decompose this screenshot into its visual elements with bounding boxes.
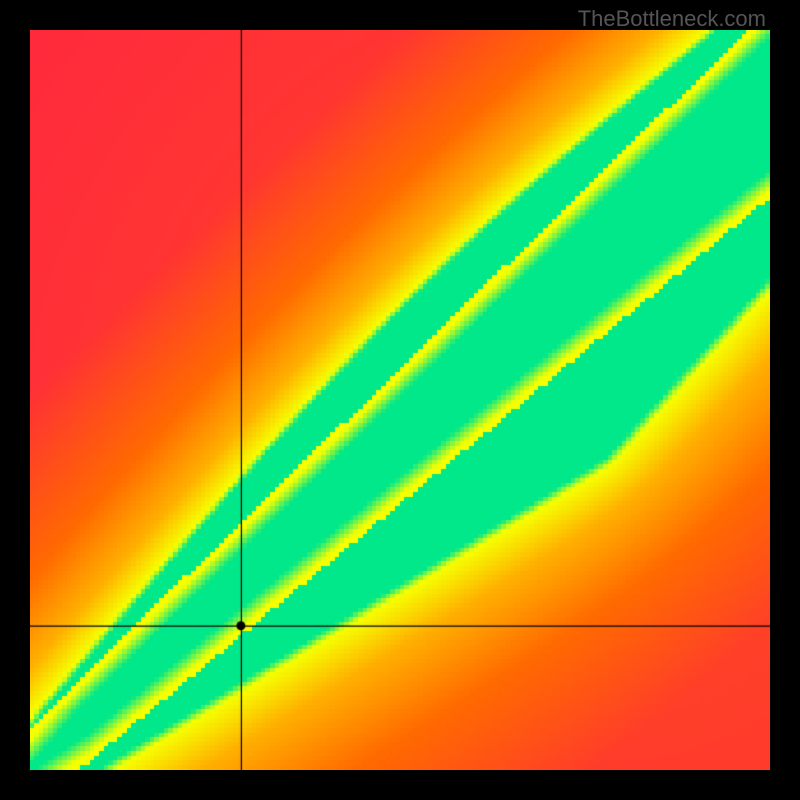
heatmap-plot: [30, 30, 770, 770]
heatmap-canvas: [30, 30, 770, 770]
watermark-text: TheBottleneck.com: [578, 6, 766, 32]
chart-frame: TheBottleneck.com: [0, 0, 800, 800]
